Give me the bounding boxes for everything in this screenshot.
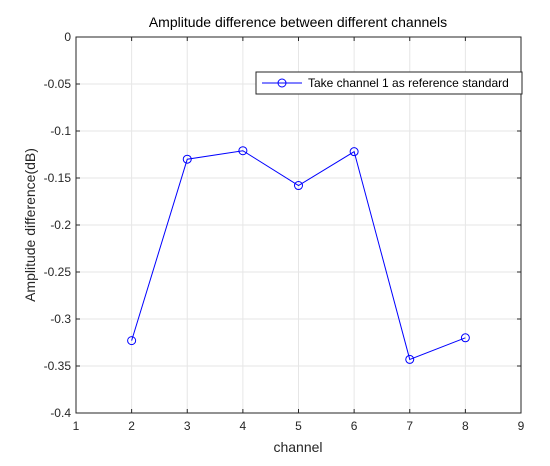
data-point-marker <box>294 181 303 191</box>
x-tick-label: 4 <box>240 419 247 433</box>
y-tick-label: -0.15 <box>44 171 72 185</box>
x-tick-label: 5 <box>295 419 302 433</box>
series-line <box>131 150 466 361</box>
legend: Take channel 1 as reference standard <box>255 71 523 95</box>
legend-marker <box>277 78 287 88</box>
legend-box <box>255 71 523 95</box>
ticks: 1 2 3 4 5 6 7 8 9 0 -0.05 -0.1 -0.15 -0.2 -0.25 -0.3 -0.… <box>44 30 525 433</box>
series <box>127 146 470 364</box>
data-point-marker <box>127 336 137 346</box>
data-point-marker <box>405 354 415 364</box>
data-point-marker <box>349 147 359 157</box>
x-tick-label: 8 <box>462 419 469 433</box>
chart-title: Amplitude difference between different c… <box>149 14 447 30</box>
y-tick-label: -0.2 <box>50 218 71 232</box>
y-tick-label: -0.3 <box>50 312 71 326</box>
x-tick-label: 3 <box>184 419 191 433</box>
x-tick-label: 9 <box>518 419 525 433</box>
y-axis-title: Amplitude difference(dB) <box>22 148 38 302</box>
data-point-marker <box>460 333 470 343</box>
data-point-marker <box>182 154 192 164</box>
legend-label: Take channel 1 as reference standard <box>308 76 509 90</box>
y-tick-label: 0 <box>64 30 71 44</box>
x-tick-label: 7 <box>406 419 413 433</box>
x-tick-label: 6 <box>351 419 358 433</box>
x-tick-label: 2 <box>128 419 135 433</box>
data-point-marker <box>238 146 248 156</box>
y-tick-label: -0.4 <box>50 406 71 420</box>
y-tick-label: -0.35 <box>44 359 72 373</box>
y-tick-label: -0.25 <box>44 265 72 279</box>
y-tick-label: -0.1 <box>50 124 71 138</box>
y-tick-label: -0.05 <box>44 77 72 91</box>
x-axis-title: channel <box>273 439 322 455</box>
x-tick-label: 1 <box>73 419 80 433</box>
